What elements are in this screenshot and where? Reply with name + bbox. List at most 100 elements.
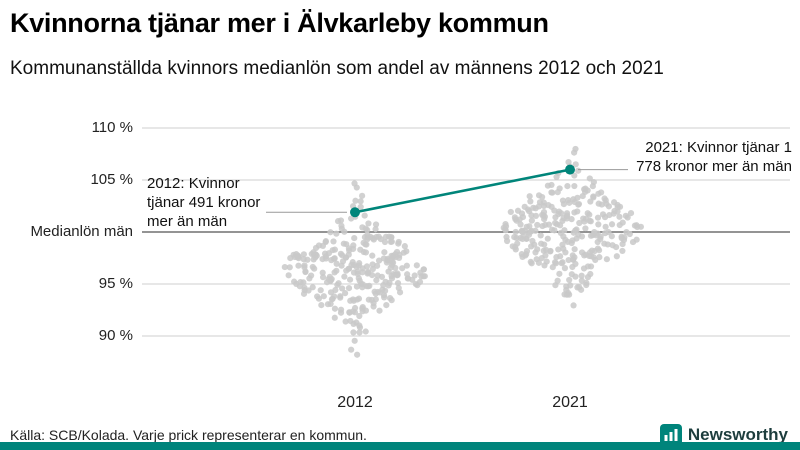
data-point	[341, 228, 348, 235]
data-point	[540, 199, 547, 206]
data-point	[300, 251, 307, 258]
data-point	[561, 265, 569, 272]
data-point	[526, 193, 533, 200]
data-point	[565, 256, 572, 264]
data-point	[327, 289, 335, 296]
data-point	[345, 285, 353, 292]
data-point	[576, 219, 583, 227]
data-point	[347, 317, 354, 325]
data-point	[293, 251, 300, 258]
data-point	[340, 240, 347, 247]
data-point	[359, 308, 366, 315]
data-point	[511, 214, 519, 221]
data-point	[369, 235, 377, 242]
data-point	[564, 183, 571, 190]
data-point	[613, 253, 620, 260]
data-point	[337, 306, 345, 313]
y-tick-label: 105 %	[90, 171, 133, 188]
data-point	[545, 201, 552, 209]
data-point	[363, 263, 371, 270]
data-point	[346, 276, 354, 283]
y-tick-label: 95 %	[98, 275, 133, 292]
data-point	[395, 238, 402, 246]
data-point	[341, 273, 348, 280]
data-point	[311, 265, 318, 272]
data-point	[569, 237, 576, 244]
data-point	[527, 258, 534, 265]
highlight-connector-line	[354, 168, 571, 214]
data-point	[586, 252, 593, 260]
data-point	[337, 250, 345, 257]
data-point	[331, 305, 339, 312]
data-point	[328, 296, 336, 303]
data-point	[376, 289, 384, 296]
data-point	[551, 259, 559, 266]
data-point	[420, 273, 427, 280]
data-point	[532, 249, 539, 256]
data-point	[512, 228, 519, 236]
data-point	[362, 241, 369, 248]
data-point	[359, 281, 366, 288]
data-point	[584, 274, 592, 281]
data-point	[584, 263, 592, 270]
data-point	[312, 244, 320, 252]
data-point	[364, 270, 371, 277]
data-point	[555, 246, 562, 253]
data-point	[374, 262, 381, 269]
data-point	[616, 213, 623, 220]
data-point	[383, 301, 390, 309]
data-point	[554, 277, 561, 284]
data-point	[584, 210, 591, 217]
data-point	[552, 219, 559, 227]
x-axis-label: 2021	[552, 394, 588, 411]
data-point	[571, 246, 578, 253]
data-point	[356, 329, 363, 336]
data-point	[362, 249, 369, 256]
data-point	[319, 242, 327, 250]
data-point	[394, 280, 402, 287]
data-point	[551, 207, 558, 214]
data-point	[542, 252, 549, 259]
data-point	[350, 242, 357, 249]
data-point	[375, 257, 383, 264]
data-point	[327, 229, 334, 236]
data-point	[526, 223, 533, 230]
highlight-point	[565, 164, 575, 175]
data-point	[382, 233, 390, 240]
data-point	[553, 254, 560, 261]
data-point	[535, 259, 542, 266]
data-point	[361, 212, 368, 219]
data-point	[562, 236, 569, 243]
data-point	[594, 238, 601, 246]
data-point	[564, 212, 571, 219]
data-point	[637, 223, 645, 230]
data-point	[586, 175, 593, 182]
data-point	[517, 221, 524, 228]
data-point	[388, 272, 395, 280]
data-point	[281, 263, 288, 271]
data-point	[394, 270, 401, 277]
data-point	[554, 189, 561, 196]
data-point	[587, 198, 594, 205]
data-point	[333, 267, 340, 274]
data-point	[374, 272, 381, 279]
data-point	[590, 178, 597, 186]
data-point	[584, 187, 591, 194]
data-point	[392, 264, 399, 272]
data-point	[401, 243, 408, 250]
data-point	[513, 234, 520, 242]
data-point	[322, 238, 329, 245]
data-point	[606, 211, 613, 219]
data-point	[578, 272, 585, 279]
data-point	[399, 265, 406, 272]
data-point	[608, 221, 616, 228]
data-point	[388, 297, 395, 304]
data-point	[351, 304, 359, 312]
data-point	[365, 296, 372, 303]
data-point	[356, 324, 364, 331]
data-point	[571, 172, 578, 179]
data-point	[365, 283, 372, 290]
data-point	[302, 268, 309, 276]
data-point	[582, 225, 589, 232]
data-point	[326, 273, 333, 280]
